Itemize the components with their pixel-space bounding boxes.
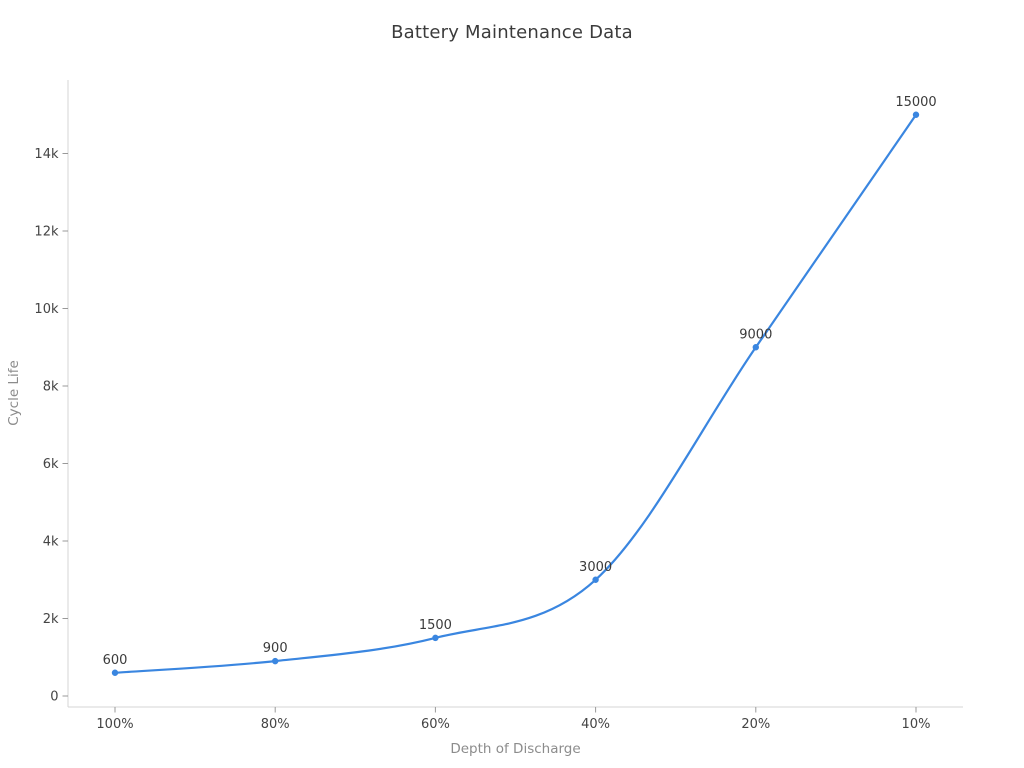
data-point-label: 15000 <box>895 95 936 110</box>
y-tick-label: 2k <box>43 612 59 627</box>
series-line <box>113 113 918 674</box>
x-axis-title: Depth of Discharge <box>450 741 581 757</box>
y-tick-label: 10k <box>34 302 59 317</box>
y-tick-label: 12k <box>34 225 59 240</box>
x-tick-label: 80% <box>261 717 290 732</box>
chart-title: Battery Maintenance Data <box>391 22 633 43</box>
x-tick-label: 20% <box>741 717 770 732</box>
y-tick-label: 6k <box>43 457 59 472</box>
x-tick-label: 10% <box>902 717 931 732</box>
x-tick-label: 60% <box>421 717 450 732</box>
data-point-marker[interactable] <box>752 344 759 351</box>
y-tick-label: 14k <box>34 147 59 162</box>
data-point-marker[interactable] <box>272 657 279 665</box>
y-tick-label: 8k <box>43 380 59 395</box>
data-point-label: 9000 <box>739 327 772 342</box>
data-point-marker[interactable] <box>912 111 920 118</box>
data-point-label: 900 <box>263 641 288 656</box>
data-point-label: 600 <box>103 653 128 668</box>
y-tick-label: 4k <box>43 535 59 550</box>
x-tick-label: 100% <box>96 717 133 732</box>
data-point-label: 1500 <box>419 618 452 633</box>
data-point-marker[interactable] <box>592 576 599 583</box>
data-point-marker[interactable] <box>111 669 119 676</box>
y-axis-title: Cycle Life <box>6 360 22 426</box>
y-tick-label: 0 <box>50 690 58 705</box>
data-point-label: 3000 <box>579 560 612 575</box>
data-point-marker[interactable] <box>432 634 439 642</box>
x-tick-label: 40% <box>581 717 610 732</box>
